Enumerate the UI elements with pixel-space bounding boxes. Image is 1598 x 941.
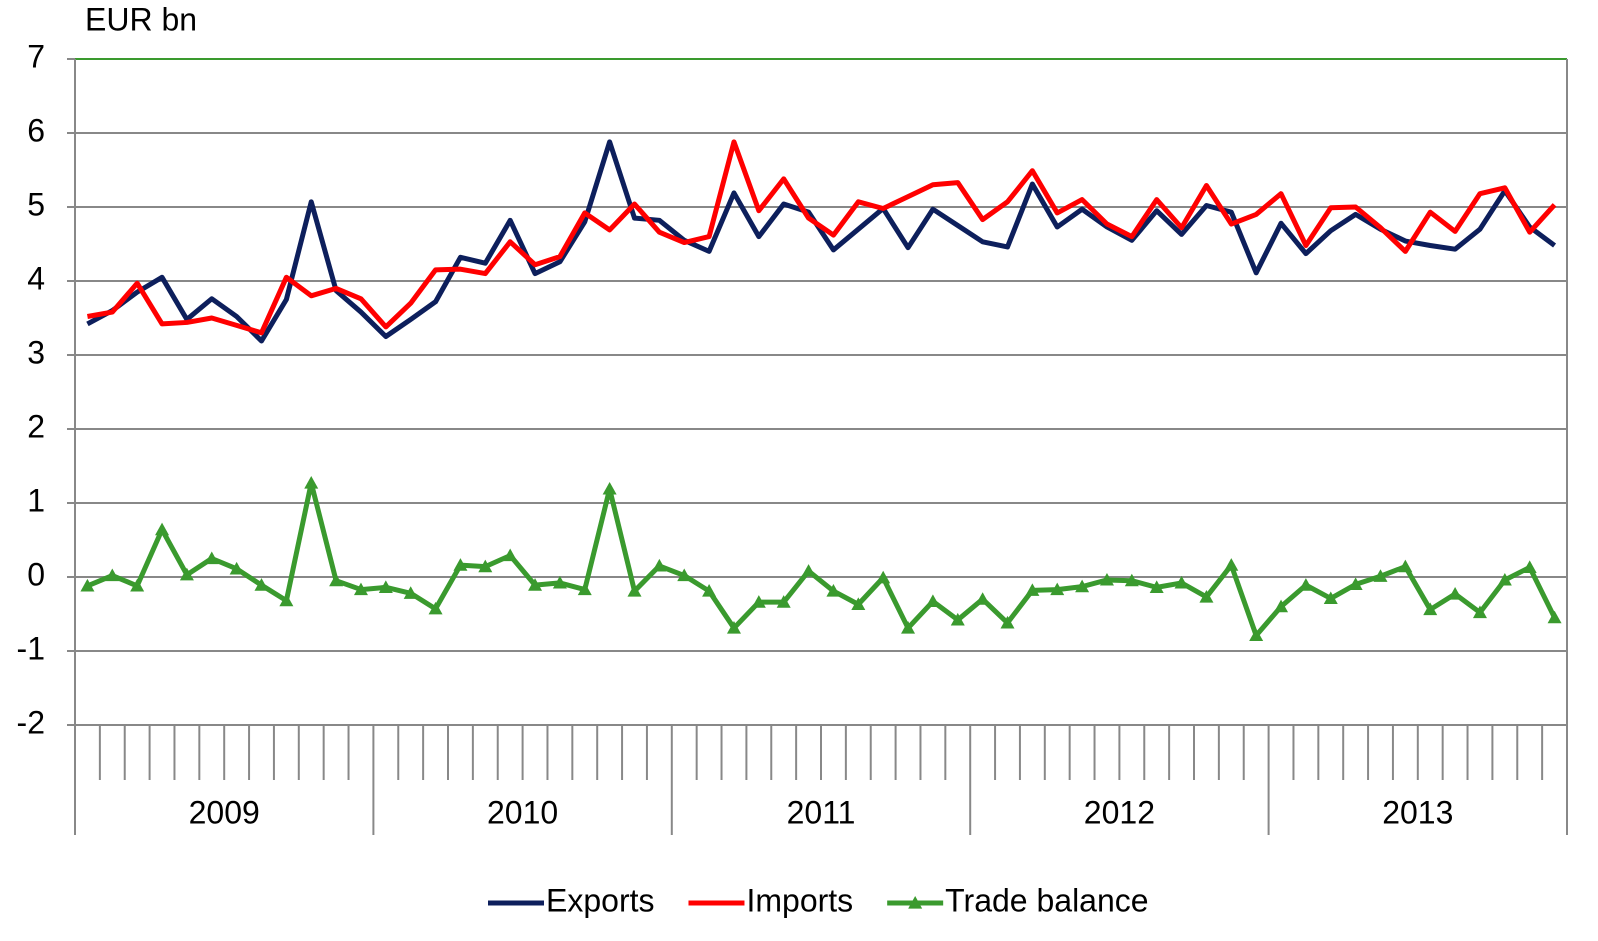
point-marker [1050,582,1065,596]
point-marker [652,558,667,572]
point-marker [105,568,120,582]
y-tick-label: 4 [27,260,45,296]
point-marker [552,575,567,589]
point-marker [876,570,891,584]
point-marker [702,584,717,597]
point-marker [478,559,493,573]
point-marker [1274,599,1289,613]
x-group-label: 2012 [1084,794,1155,830]
series-line [86,480,1557,638]
x-group-label: 2011 [787,794,856,830]
y-tick-label: 2 [27,408,45,444]
point-marker [528,578,543,591]
point-marker [1547,610,1562,624]
y-tick-label: 7 [27,38,45,74]
point-marker [1224,558,1239,571]
point-marker [1174,575,1189,589]
point-marker [329,573,344,587]
point-marker [950,612,965,626]
point-marker [229,561,244,575]
point-marker [1497,572,1512,586]
point-marker [1000,615,1015,629]
point-marker [1348,577,1363,590]
point-marker [403,586,418,599]
point-marker [378,580,393,593]
x-group-label: 2013 [1382,794,1453,830]
point-marker [1025,583,1040,596]
point-marker [751,595,766,608]
point-marker [901,621,916,634]
point-marker [503,548,518,562]
point-marker [726,621,741,634]
point-marker [1448,587,1463,600]
point-marker [1423,602,1438,616]
point-marker [1249,628,1264,642]
x-group-label: 2009 [189,794,260,830]
x-group-label: 2010 [487,794,558,830]
point-marker [975,592,990,605]
point-marker [826,584,841,597]
point-marker [851,597,866,610]
point-marker [130,578,145,592]
point-marker [279,593,294,607]
y-tick-label: 0 [27,556,45,592]
point-marker [801,564,816,577]
point-marker [1323,591,1338,605]
point-marker [1199,589,1214,603]
point-marker [304,476,319,489]
y-tick-label: -2 [17,704,45,740]
point-marker [1099,572,1114,586]
point-marker [776,595,791,608]
point-marker [925,594,940,608]
legend-marker [908,896,923,909]
point-marker [1398,559,1413,573]
y-tick-label: 6 [27,112,45,148]
y-tick-label: -1 [17,630,45,666]
point-marker [453,558,468,571]
legend-label: Imports [746,882,853,918]
point-marker [1522,560,1537,573]
point-marker [1149,580,1164,593]
point-marker [204,551,219,565]
y-tick-label: 5 [27,186,45,222]
legend-label: Exports [546,882,654,918]
point-marker [155,522,170,536]
point-marker [179,567,194,581]
series-line [86,139,1557,336]
point-marker [577,582,592,596]
point-marker [602,481,617,495]
y-tick-label: 3 [27,334,45,370]
point-marker [1373,569,1388,582]
point-marker [1472,605,1487,619]
point-marker [1124,573,1139,587]
point-marker [1298,578,1313,591]
point-marker [80,578,95,592]
point-marker [677,568,692,582]
point-marker [353,582,368,596]
point-marker [428,601,443,615]
point-marker [254,578,269,591]
series-line [86,139,1557,344]
legend-label: Trade balance [945,882,1148,918]
point-marker [627,584,642,597]
y-axis-label: EUR bn [85,1,197,37]
y-tick-label: 1 [27,482,45,518]
point-marker [1075,579,1090,593]
